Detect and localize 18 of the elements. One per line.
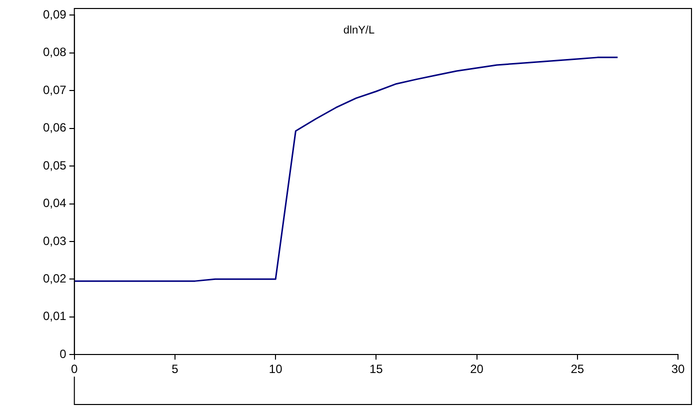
y-tick-label: 0,09 — [42, 8, 67, 22]
y-tick-label: 0,08 — [42, 45, 67, 60]
x-tick-label: 0 — [71, 362, 78, 376]
x-tick-label: 10 — [268, 362, 283, 376]
y-tick-label: 0,07 — [42, 82, 67, 97]
text: dlnY/L — [343, 24, 375, 37]
y-tick-label: 0 — [60, 346, 67, 361]
x-tick-label: 30 — [671, 362, 685, 376]
y-tick-label: 0,03 — [42, 234, 67, 248]
y-tick-label: 0,04 — [42, 196, 67, 210]
x-tick-label: 20 — [470, 362, 484, 376]
y-tick-label: 0,02 — [42, 271, 67, 286]
x-tick-label: 5 — [172, 362, 179, 376]
y-tick-label: 0,06 — [42, 120, 67, 135]
x-tick-label: 15 — [370, 362, 384, 376]
x-tick-label: 25 — [570, 362, 584, 376]
y-tick-label: 0,01 — [42, 309, 67, 324]
y-tick-label: 0,05 — [42, 158, 67, 172]
